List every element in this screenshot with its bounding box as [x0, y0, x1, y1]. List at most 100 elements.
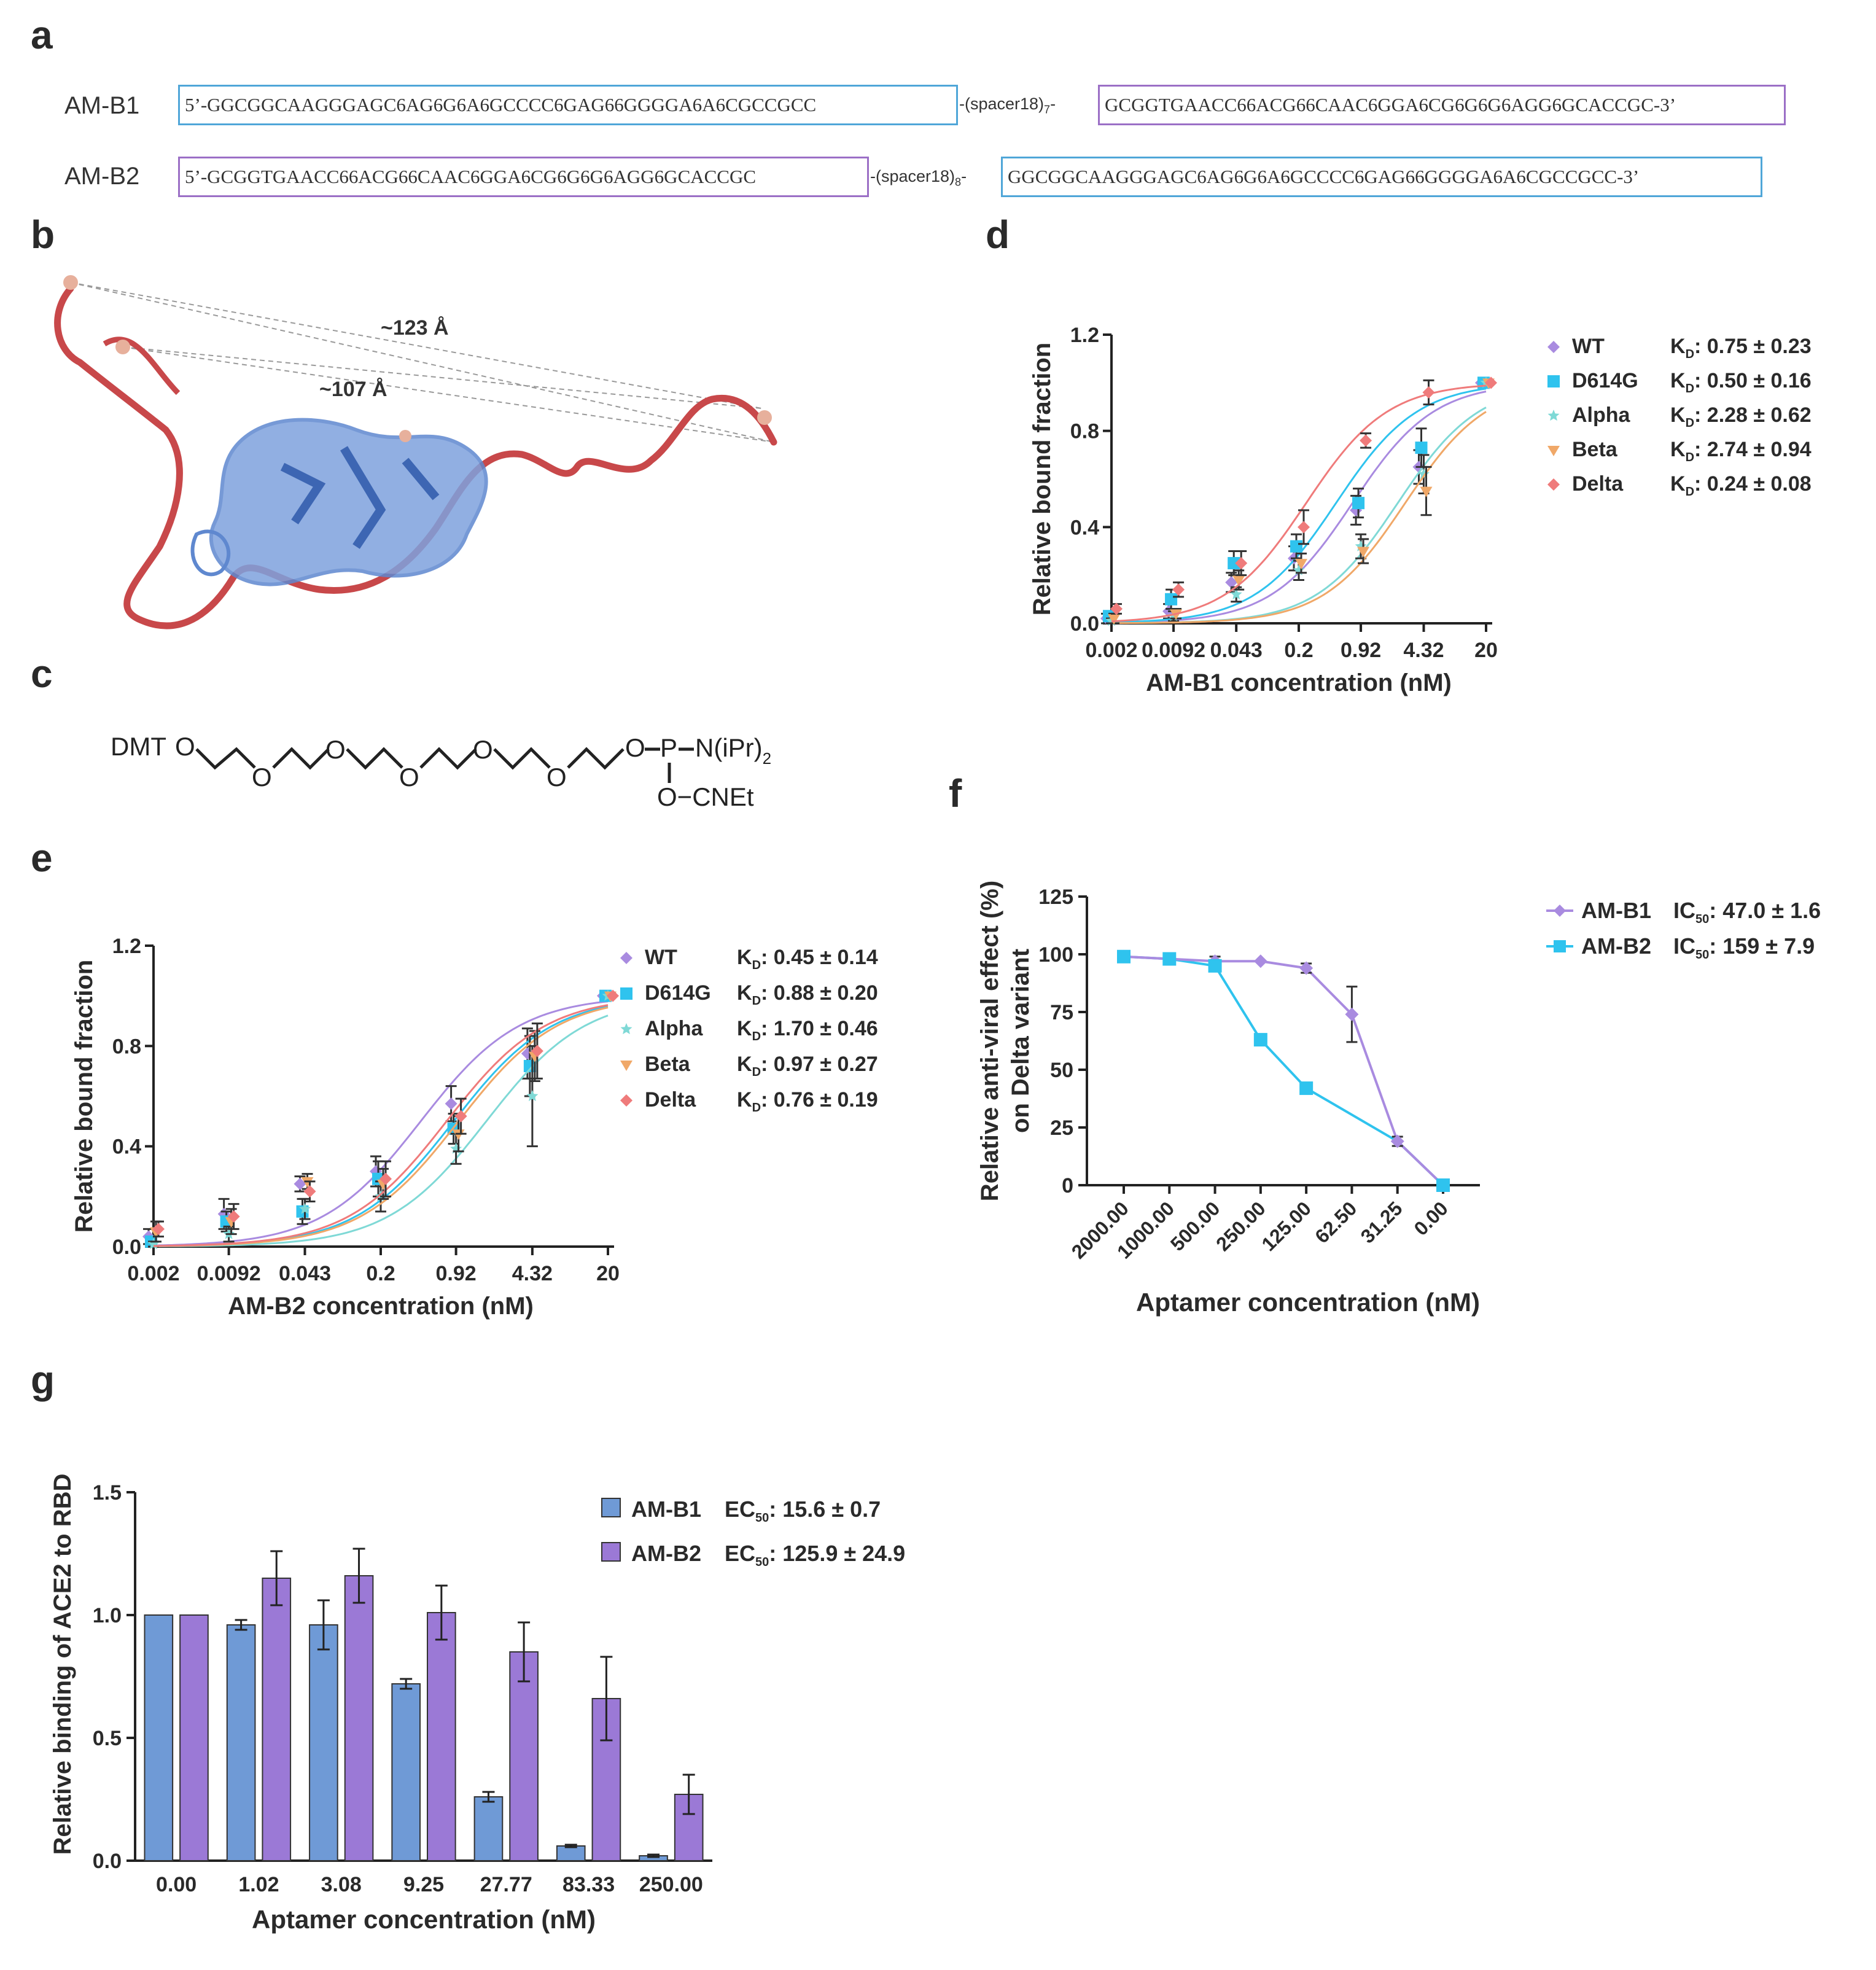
panel-letter-d: d [986, 212, 1010, 257]
y-tick-label: 1.5 [93, 1481, 122, 1505]
x-tick-label: 0.92 [436, 1262, 477, 1285]
fit-curve-delta [1111, 384, 1487, 623]
bar-am-b1 [226, 1624, 256, 1861]
data-point-delta [379, 1172, 392, 1185]
data-point-am-b1 [1390, 1134, 1404, 1148]
legend-label-am-b2: AM-B2 [1581, 933, 1651, 959]
panel-letter-f: f [949, 771, 962, 816]
fit-curve-d614g [1111, 387, 1487, 623]
x-tick-label: 9.25 [403, 1873, 444, 1896]
y-axis-title: Relative bound fraction [1029, 343, 1056, 616]
data-point-am-b2 [1162, 952, 1177, 966]
ic-subscript: 50 [1695, 913, 1709, 926]
y-axis-title-line1: Relative anti-viral effect (%) [976, 881, 1003, 1201]
y-tick-label: 0.4 [1070, 516, 1099, 539]
fit-curve-wt [1111, 391, 1487, 624]
data-point-delta [152, 1223, 165, 1236]
data-point-beta [1420, 486, 1433, 497]
data-point-delta [1360, 434, 1372, 447]
y-tick-label: 0.0 [112, 1236, 141, 1259]
bar-am-b2 [427, 1612, 456, 1861]
kd-value: : 1.70 ± 0.46 [761, 1017, 878, 1040]
oxygen-label-4: O [473, 735, 493, 764]
am-b1-spacer-sub: 7 [1044, 103, 1051, 116]
legend-label-d614g: D614G [1572, 369, 1638, 392]
y-tick-label: 0.8 [1070, 420, 1099, 443]
chain-segment-5 [493, 747, 551, 770]
aptamer-ribbon-red [54, 285, 777, 629]
panel-letter-b: b [31, 212, 55, 257]
x-axis-title: Aptamer concentration (nM) [252, 1905, 596, 1934]
legend-label-delta: Delta [645, 1088, 696, 1112]
legend-swatch-am-b2 [601, 1542, 621, 1562]
data-point-delta [1298, 521, 1310, 534]
legend-label-am-b1: AM-B1 [631, 1497, 701, 1522]
legend-kd-d614g: KD: 0.50 ± 0.16 [1670, 369, 1812, 395]
am-b2-spacer: -(spacer18)8- [870, 167, 967, 189]
x-tick-label: 0.00 [1409, 1197, 1452, 1239]
panel-c-spacer-structure: DMT O O O O O O O P N(iPr)2 O−CNEt [111, 732, 771, 811]
x-tick-label: 125.00 [1257, 1197, 1315, 1255]
am-b1-sequence-part2: GCGGTGAACC66ACG66CAAC6GGA6CG6G6G6AGG6GCA… [1098, 85, 1786, 125]
kd-value: : 0.50 ± 0.16 [1694, 369, 1812, 392]
bar-am-b2 [262, 1578, 292, 1861]
oxygen-label-1: O [252, 763, 272, 792]
kd-label: K [1670, 335, 1686, 358]
data-point-delta [1422, 386, 1435, 399]
kd-label: K [1670, 472, 1686, 496]
x-axis-title: AM-B1 concentration (nM) [1146, 669, 1452, 696]
kd-subscript: D [752, 994, 761, 1008]
legend-ic50-am-b2: IC50: 159 ± 7.9 [1673, 933, 1815, 962]
am-b1-spacer: -(spacer18)7- [959, 95, 1056, 116]
data-point-am-b2 [1436, 1178, 1450, 1192]
nipr-subscript: 2 [763, 749, 771, 768]
legend-marker-alpha [620, 1023, 632, 1035]
data-point-alpha [526, 1090, 539, 1102]
legend-marker-am-b1 [1554, 905, 1566, 917]
distance-line-123-b [70, 282, 774, 443]
data-point-beta [1108, 614, 1120, 625]
y-axis-title: Relative bound fraction [71, 960, 98, 1233]
data-point-beta [1295, 559, 1307, 570]
legend-kd-wt: KD: 0.45 ± 0.14 [737, 946, 878, 972]
x-tick-label: 27.77 [480, 1873, 532, 1896]
kd-subscript: D [1686, 348, 1694, 361]
x-tick-label: 83.33 [562, 1873, 615, 1896]
legend-ec50-am-b2: EC50: 125.9 ± 24.9 [725, 1541, 905, 1569]
series-line-am-b1 [1123, 955, 1444, 1186]
fit-curve-beta [1111, 411, 1487, 625]
chain-segment-3 [346, 747, 403, 770]
y-tick-label: 0.0 [1070, 612, 1099, 636]
data-point-delta [1485, 376, 1497, 389]
chain-segment-6 [567, 747, 625, 770]
data-point-delta [531, 1045, 543, 1057]
legend-marker-alpha [1547, 410, 1560, 421]
data-point-alpha [1230, 588, 1242, 600]
kd-subscript: D [752, 1030, 761, 1043]
legend-marker-d614g [1547, 375, 1560, 387]
panel-letter-c: c [31, 652, 53, 696]
kd-value: : 0.88 ± 0.20 [761, 981, 878, 1005]
x-tick-label: 0.2 [1284, 639, 1313, 662]
data-point-delta [1235, 557, 1248, 570]
protein-strands [280, 446, 440, 549]
data-point-d614g [1165, 593, 1178, 605]
panel-letter-e: e [31, 836, 53, 880]
x-tick-label: 20 [1474, 639, 1498, 662]
legend-marker-delta [620, 1094, 632, 1107]
data-point-wt [445, 1097, 457, 1110]
legend-kd-wt: KD: 0.75 ± 0.23 [1670, 335, 1812, 361]
x-tick-label: 1.02 [238, 1873, 279, 1896]
panel-d-chart: 0.0 0.4 0.8 1.2 0.002 0.0092 0.043 0.2 0.92 4.32 2… [1029, 324, 1812, 696]
aptamer-ribbon-red-b [103, 337, 181, 395]
kd-value: : 2.28 ± 0.62 [1694, 403, 1812, 427]
oxygen-label-5: O [547, 763, 567, 792]
y-tick-label: 0.8 [112, 1035, 141, 1058]
y-tick-label: 0.5 [93, 1727, 122, 1750]
ec-subscript: 50 [755, 1555, 769, 1569]
oxygen-label-3: O [399, 763, 419, 792]
panel-letter-g: g [31, 1358, 55, 1402]
legend-label-wt: WT [1572, 335, 1605, 358]
kd-label: K [1670, 403, 1686, 427]
distance-label-123: ~123 Å [381, 316, 449, 340]
